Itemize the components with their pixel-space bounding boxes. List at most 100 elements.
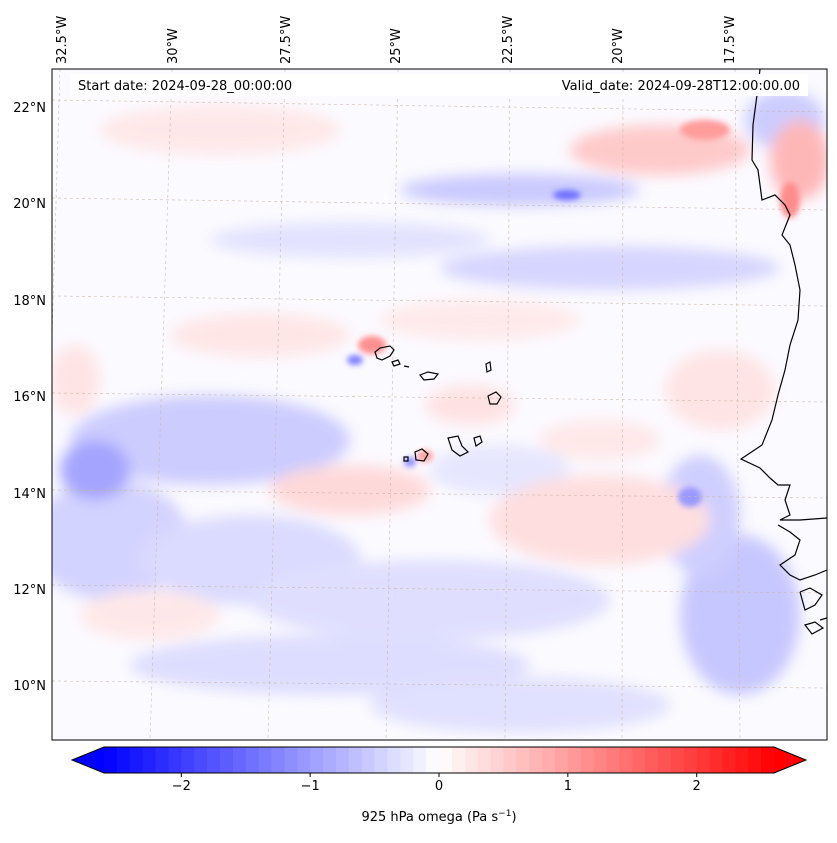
island-santa-luzia (403, 365, 410, 368)
lon-label-22.5w: 22.5°W (501, 16, 516, 64)
colorbar-tick-label: 0 (435, 779, 443, 794)
colorbar-cell (761, 747, 775, 773)
colorbar-tick-label: 1 (564, 779, 572, 794)
lon-label-32.5w: 32.5°W (55, 16, 70, 64)
island-sao-nicolau (419, 371, 440, 381)
colorbar-cell (271, 747, 285, 773)
colorbar-cell (748, 747, 762, 773)
colorbar-cell (129, 747, 144, 773)
colorbar-cell (516, 747, 530, 773)
colorbar-cell (439, 747, 453, 773)
colorbar-cell (348, 747, 363, 773)
cape-verde-islands (374, 345, 502, 462)
island-boa-vista (487, 391, 502, 405)
lon-label-17.5w: 17.5°W (723, 16, 738, 64)
colorbar-cell (593, 747, 608, 773)
colorbar-cell (709, 747, 724, 773)
date-banner (70, 74, 808, 96)
colorbar-tick-label: −1 (301, 779, 320, 794)
colorbar-cell (361, 747, 376, 773)
map-panel: Start date: 2024-09-28_00:00:00 Valid_da… (51, 68, 828, 741)
colorbar-cell (374, 747, 389, 773)
island-santo-antao (374, 345, 395, 361)
colorbar-cell (142, 747, 157, 773)
colorbar-tick-label: −2 (172, 779, 191, 794)
colorbar-cell (567, 747, 582, 773)
lat-label-16n: 16°N (13, 390, 46, 405)
colorbar-extend-low (72, 747, 104, 773)
colorbar-cell (181, 747, 195, 773)
lon-label-25w: 25°W (389, 28, 404, 64)
island-sal (485, 361, 492, 373)
colorbar: −2 −1 0 1 2 925 hPa omega (Pa s−1) (70, 746, 808, 825)
colorbar-cell (335, 747, 350, 773)
colorbar-cell (116, 747, 131, 773)
colorbar-cell (245, 747, 260, 773)
colorbar-cell (297, 747, 311, 773)
colorbar-cells (104, 747, 775, 773)
colorbar-cell (490, 747, 505, 773)
longitude-labels: 32.5°W 30°W 27.5°W 25°W 22.5°W 20°W 17.5… (55, 16, 738, 64)
lat-label-12n: 12°N (13, 583, 46, 598)
colorbar-cell (670, 747, 685, 773)
lon-label-30w: 30°W (166, 28, 181, 64)
start-date-label: Start date: 2024-09-28_00:00:00 (78, 79, 292, 94)
colorbar-cell (477, 747, 492, 773)
colorbar-cell (735, 747, 749, 773)
colorbar-cell (619, 747, 633, 773)
colorbar-label: 925 hPa omega (Pa s−1) (361, 809, 516, 825)
colorbar-cell (155, 747, 170, 773)
colorbar-cell (426, 747, 440, 773)
colorbar-cell (400, 747, 414, 773)
island-brava (403, 456, 409, 462)
colorbar-cell (580, 747, 595, 773)
colorbar-tick-label: 2 (693, 779, 701, 794)
colorbar-cell (542, 747, 556, 773)
colorbar-outline (70, 746, 808, 774)
colorbar-cell (258, 747, 273, 773)
omega-field (52, 90, 827, 733)
island-santiago (447, 435, 470, 457)
valid-date-label: Valid_date: 2024-09-28T12:00:00.00 (562, 79, 800, 94)
colorbar-extend-high (774, 747, 806, 773)
lon-label-27.5w: 27.5°W (279, 16, 294, 64)
colorbar-cell (207, 747, 221, 773)
colorbar-cell (413, 747, 427, 773)
lon-label-20w: 20°W (611, 28, 626, 64)
colorbar-cell (464, 747, 479, 773)
colorbar-cell (645, 747, 659, 773)
colorbar-cell (554, 747, 569, 773)
colorbar-cell (284, 747, 298, 773)
colorbar-cell (606, 747, 620, 773)
lat-label-10n: 10°N (13, 679, 46, 694)
coastline (739, 69, 827, 635)
map-frame (51, 68, 828, 741)
colorbar-cell (529, 747, 543, 773)
colorbar-cell (632, 747, 646, 773)
colorbar-cell (451, 747, 466, 773)
lat-label-18n: 18°N (13, 294, 46, 309)
colorbar-cell (104, 747, 118, 773)
colorbar-cell (232, 747, 247, 773)
colorbar-cell (168, 747, 182, 773)
colorbar-ticks: −2 −1 0 1 2 (172, 773, 701, 794)
island-fogo (414, 448, 429, 462)
colorbar-cell (683, 747, 698, 773)
colorbar-cell (658, 747, 672, 773)
lat-label-14n: 14°N (13, 487, 46, 502)
lat-label-20n: 20°N (13, 197, 46, 212)
latitude-labels: 22°N 20°N 18°N 16°N 14°N 12°N 10°N (13, 101, 46, 694)
gridlines (52, 69, 827, 740)
colorbar-cell (219, 747, 234, 773)
island-sao-vicente (391, 359, 401, 367)
island-maio (473, 435, 483, 447)
colorbar-cell (722, 747, 736, 773)
colorbar-cell (503, 747, 517, 773)
colorbar-cell (310, 747, 324, 773)
colorbar-cell (387, 747, 401, 773)
lat-label-22n: 22°N (13, 101, 46, 116)
colorbar-cell (323, 747, 337, 773)
colorbar-cell (696, 747, 711, 773)
colorbar-cell (194, 747, 208, 773)
